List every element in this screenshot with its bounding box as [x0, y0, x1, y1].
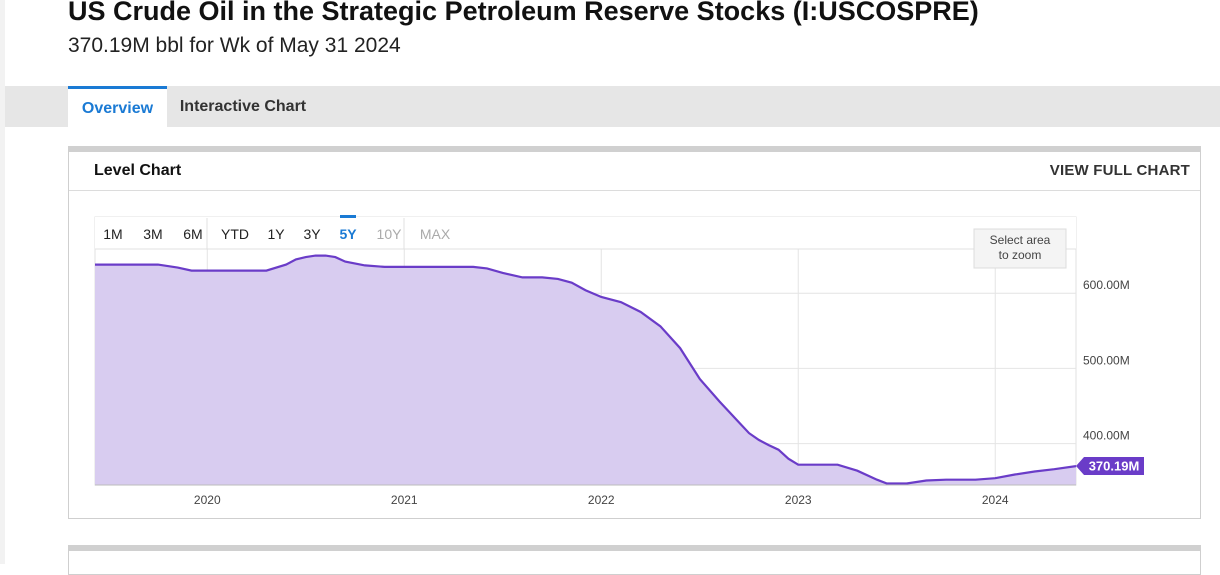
next-card	[68, 545, 1201, 575]
page-subtitle: 370.19M bbl for Wk of May 31 2024	[68, 34, 401, 57]
range-button-5y[interactable]: 5Y	[339, 226, 357, 242]
range-selector-bg	[95, 217, 1076, 249]
tab-bar: Overview Interactive Chart	[5, 86, 1220, 127]
x-tick-label: 2020	[194, 493, 221, 507]
y-tick-labels: 400.00M 500.00M 600.00M	[1083, 278, 1130, 442]
x-tick-label: 2021	[391, 493, 418, 507]
y-tick-label: 600.00M	[1083, 278, 1130, 292]
card-header: Level Chart VIEW FULL CHART	[69, 152, 1200, 191]
x-tick-label: 2024	[982, 493, 1009, 507]
tab-overview[interactable]: Overview	[68, 86, 167, 127]
last-value-label: 370.19M	[1076, 457, 1144, 476]
range-button-1y[interactable]: 1Y	[267, 226, 285, 242]
zoom-hint-line-1: Select area	[990, 233, 1051, 247]
y-tick-label: 400.00M	[1083, 429, 1130, 443]
y-tick-label: 500.00M	[1083, 353, 1130, 367]
range-button-ytd[interactable]: YTD	[221, 226, 249, 242]
last-value-text: 370.19M	[1089, 459, 1140, 474]
x-tick-label: 2022	[588, 493, 615, 507]
active-range-indicator	[340, 215, 356, 218]
x-tick-labels: 2020 2021 2022 2023 2024	[194, 493, 1009, 507]
series-line	[95, 254, 1076, 485]
zoom-hint-line-2: to zoom	[999, 248, 1042, 262]
view-full-chart-link[interactable]: VIEW FULL CHART	[1049, 162, 1190, 179]
range-button-10y[interactable]: 10Y	[377, 226, 403, 242]
left-border	[0, 0, 5, 564]
tab-interactive-chart[interactable]: Interactive Chart	[179, 98, 307, 115]
x-tick-label: 2023	[785, 493, 812, 507]
card-title: Level Chart	[94, 162, 182, 179]
series-area	[95, 255, 1076, 485]
zoom-hint: Select area to zoom	[973, 228, 1067, 269]
range-button-1m[interactable]: 1M	[103, 226, 122, 242]
last-value-badge	[1076, 457, 1144, 476]
range-selector: 1M 3M 6M YTD 1Y 3Y 5Y 10Y MAX	[103, 215, 451, 249]
page-title: US Crude Oil in the Strategic Petroleum …	[68, 0, 979, 26]
range-button-6m[interactable]: 6M	[183, 226, 202, 242]
range-button-3y[interactable]: 3Y	[303, 226, 321, 242]
range-button-max[interactable]: MAX	[420, 226, 451, 242]
range-button-3m[interactable]: 3M	[143, 226, 162, 242]
